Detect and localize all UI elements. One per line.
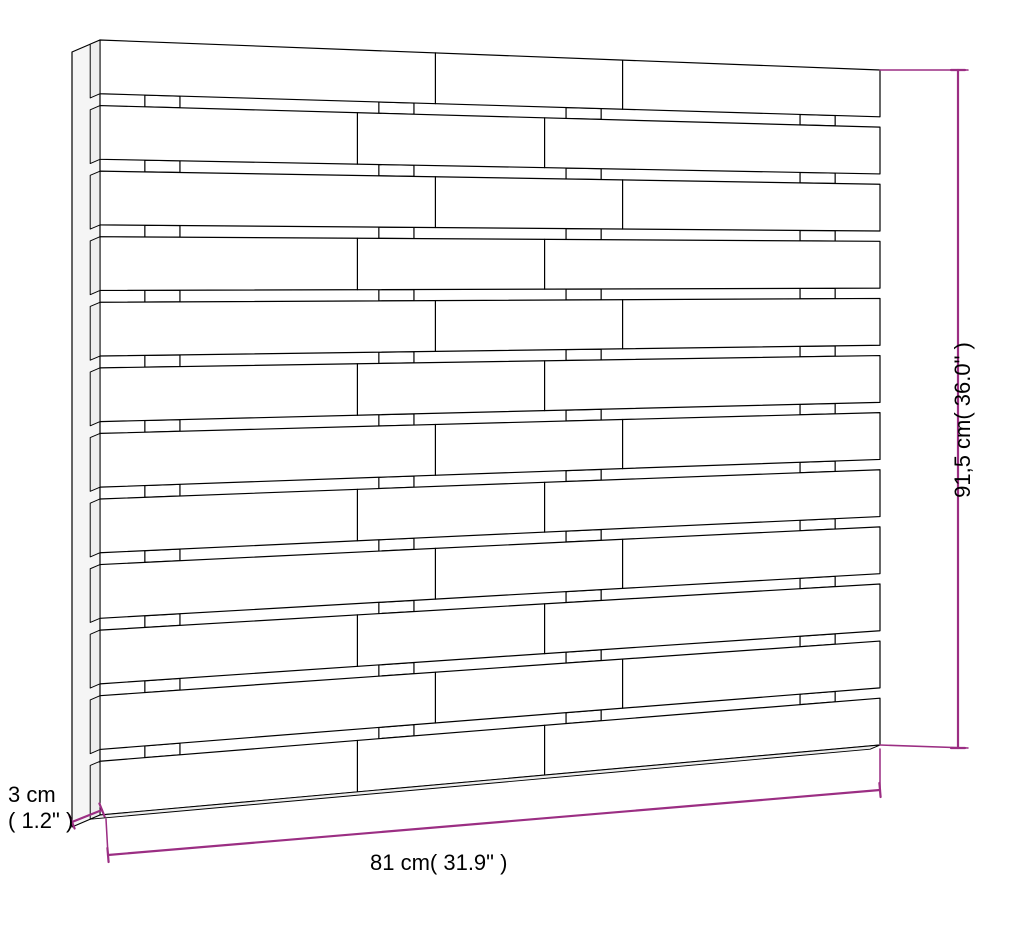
slat — [100, 40, 880, 117]
dimension-width-label: 81 cm( 31.9" ) — [370, 850, 507, 875]
dimension-depth-label-2: ( 1.2" ) — [8, 808, 73, 833]
dimension-depth-label-1: 3 cm — [8, 782, 56, 807]
slat — [100, 298, 880, 356]
slat — [100, 237, 880, 291]
dimension-height-label: 91,5 cm( 36.0" ) — [950, 342, 975, 498]
product-drawing — [72, 40, 880, 827]
slat — [100, 171, 880, 231]
slat — [100, 106, 880, 174]
dimension-height: 91,5 cm( 36.0" ) — [880, 70, 975, 748]
slats — [90, 40, 880, 819]
slat — [100, 356, 880, 422]
